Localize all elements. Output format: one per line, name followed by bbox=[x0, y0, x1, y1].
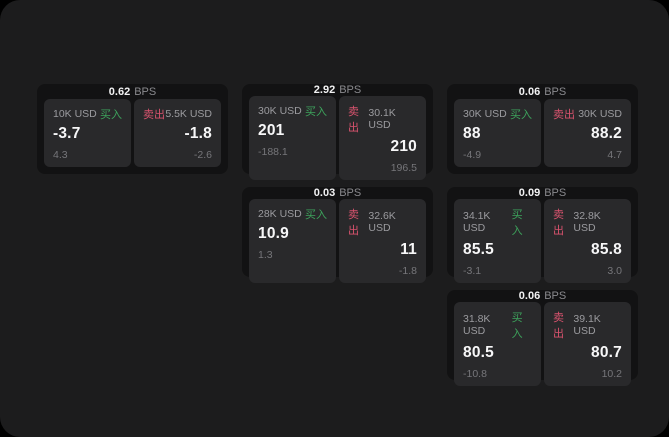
sell-panel[interactable]: 卖出 32.8K USD 85.8 3.0 bbox=[544, 199, 631, 283]
sell-delta: -2.6 bbox=[193, 149, 212, 161]
buy-panel[interactable]: 28K USD 买入 10.9 1.3 bbox=[249, 199, 336, 283]
sell-delta: 4.7 bbox=[607, 149, 622, 161]
bps-unit-label: BPS bbox=[339, 187, 362, 199]
buy-price: -3.7 bbox=[53, 125, 81, 142]
sell-price: 88.2 bbox=[591, 125, 622, 142]
buy-panel[interactable]: 31.8K USD 买入 80.5 -10.8 bbox=[454, 302, 541, 386]
buy-side-label: 买入 bbox=[511, 312, 523, 340]
sell-delta: 10.2 bbox=[601, 368, 622, 380]
sell-side-label: 卖出 bbox=[553, 109, 575, 121]
buy-price: 85.5 bbox=[463, 241, 494, 258]
bps-value: 0.06 bbox=[518, 290, 541, 302]
quote-card-5: 0.09 BPS 34.1K USD 买入 85.5 -3.1 卖出 32.8K… bbox=[447, 187, 638, 283]
sell-amount: 39.1K USD bbox=[573, 313, 601, 337]
sell-side-label: 卖出 bbox=[553, 209, 564, 237]
buy-amount: 31.8K USD bbox=[463, 313, 491, 337]
sell-price: 210 bbox=[390, 138, 417, 155]
sell-delta: 3.0 bbox=[607, 265, 622, 277]
sell-panel[interactable]: 卖出 39.1K USD 80.7 10.2 bbox=[544, 302, 631, 386]
quote-card-6: 0.06 BPS 31.8K USD 买入 80.5 -10.8 卖出 39.1… bbox=[447, 290, 638, 386]
quote-card-2: 2.92 BPS 30K USD 买入 201 -188.1 卖出 30.1K … bbox=[242, 84, 433, 180]
bps-header: 0.03 BPS bbox=[242, 187, 433, 199]
sell-side-label: 卖出 bbox=[348, 209, 359, 237]
bps-header: 0.06 BPS bbox=[447, 84, 638, 99]
buy-side-label: 买入 bbox=[510, 109, 532, 121]
bps-header: 0.06 BPS bbox=[447, 290, 638, 302]
quote-card-1: 0.62 BPS 10K USD 买入 -3.7 4.3 卖出 5.5K USD bbox=[37, 84, 228, 174]
buy-delta: 4.3 bbox=[53, 149, 68, 161]
bps-value: 0.62 bbox=[108, 85, 131, 98]
buy-delta: -4.9 bbox=[463, 149, 482, 161]
buy-amount: 34.1K USD bbox=[463, 210, 491, 234]
sell-delta: 196.5 bbox=[390, 162, 417, 174]
quote-cards-grid: 0.62 BPS 10K USD 买入 -3.7 4.3 卖出 5.5K USD bbox=[37, 84, 638, 386]
sell-amount: 5.5K USD bbox=[165, 108, 212, 120]
buy-amount: 10K USD bbox=[53, 108, 97, 120]
bps-unit-label: BPS bbox=[544, 187, 567, 199]
buy-delta: 1.3 bbox=[258, 249, 273, 261]
bps-unit-label: BPS bbox=[544, 290, 567, 302]
buy-price: 201 bbox=[258, 122, 285, 139]
bps-header: 2.92 BPS bbox=[242, 84, 433, 96]
sell-delta: -1.8 bbox=[398, 265, 417, 277]
buy-side-label: 买入 bbox=[100, 109, 122, 121]
buy-delta: -10.8 bbox=[463, 368, 487, 380]
buy-price: 88 bbox=[463, 125, 481, 142]
buy-side-label: 买入 bbox=[511, 209, 523, 237]
buy-side-label: 买入 bbox=[305, 209, 327, 221]
sell-price: 80.7 bbox=[591, 344, 622, 361]
sell-price: -1.8 bbox=[184, 125, 212, 142]
buy-amount: 30K USD bbox=[258, 105, 302, 117]
buy-price: 80.5 bbox=[463, 344, 494, 361]
bps-value: 0.06 bbox=[518, 85, 541, 98]
sell-side-label: 卖出 bbox=[348, 106, 359, 134]
sell-panel[interactable]: 卖出 30K USD 88.2 4.7 bbox=[544, 99, 631, 167]
buy-amount: 28K USD bbox=[258, 208, 302, 220]
bps-header: 0.09 BPS bbox=[447, 187, 638, 199]
quote-card-3: 0.06 BPS 30K USD 买入 88 -4.9 卖出 30K USD bbox=[447, 84, 638, 174]
buy-panel[interactable]: 34.1K USD 买入 85.5 -3.1 bbox=[454, 199, 541, 283]
sell-amount: 32.6K USD bbox=[368, 210, 396, 234]
sell-price: 11 bbox=[400, 241, 417, 258]
sell-amount: 30.1K USD bbox=[368, 107, 396, 131]
bps-unit-label: BPS bbox=[134, 85, 157, 98]
sell-panel[interactable]: 卖出 32.6K USD 11 -1.8 bbox=[339, 199, 426, 283]
buy-delta: -3.1 bbox=[463, 265, 482, 277]
bps-header: 0.62 BPS bbox=[37, 84, 228, 99]
sell-side-label: 卖出 bbox=[143, 109, 165, 121]
sell-panel[interactable]: 卖出 30.1K USD 210 196.5 bbox=[339, 96, 426, 180]
quote-card-4: 0.03 BPS 28K USD 买入 10.9 1.3 卖出 32.6K US… bbox=[242, 187, 433, 283]
buy-panel[interactable]: 30K USD 买入 201 -188.1 bbox=[249, 96, 336, 180]
buy-delta: -188.1 bbox=[258, 146, 288, 158]
buy-side-label: 买入 bbox=[305, 106, 327, 118]
sell-side-label: 卖出 bbox=[553, 312, 564, 340]
sell-amount: 30K USD bbox=[578, 108, 622, 120]
buy-panel[interactable]: 10K USD 买入 -3.7 4.3 bbox=[44, 99, 131, 167]
bps-value: 0.03 bbox=[313, 187, 336, 199]
sell-amount: 32.8K USD bbox=[573, 210, 601, 234]
buy-price: 10.9 bbox=[258, 225, 289, 242]
buy-panel[interactable]: 30K USD 买入 88 -4.9 bbox=[454, 99, 541, 167]
bps-unit-label: BPS bbox=[339, 84, 362, 96]
bps-unit-label: BPS bbox=[544, 85, 567, 98]
sell-panel[interactable]: 卖出 5.5K USD -1.8 -2.6 bbox=[134, 99, 221, 167]
buy-amount: 30K USD bbox=[463, 108, 507, 120]
sell-price: 85.8 bbox=[591, 241, 622, 258]
bps-value: 2.92 bbox=[313, 84, 336, 96]
bps-value: 0.09 bbox=[518, 187, 541, 199]
